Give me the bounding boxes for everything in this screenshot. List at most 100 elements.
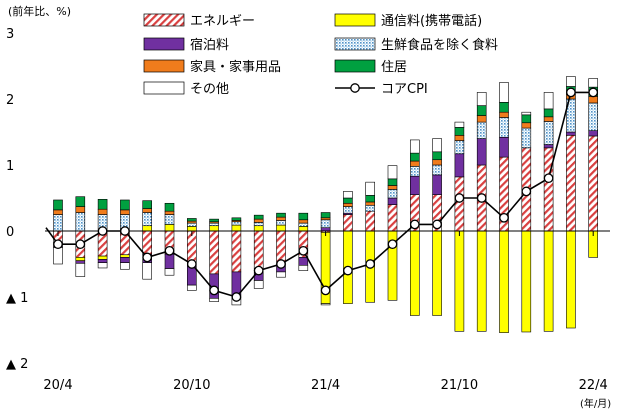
bar-segment-food: [187, 222, 197, 227]
bar-segment-other: [409, 139, 420, 154]
core-cpi-point: [120, 226, 130, 236]
bar-segment-other: [499, 82, 509, 103]
y-axis-label: (前年比、%): [8, 4, 71, 18]
core-cpi-point: [387, 239, 398, 250]
core-cpi-point: [75, 239, 86, 250]
core-cpi-line: [45, 87, 599, 302]
bar-segment-housing: [365, 195, 376, 203]
legend-label-furniture: 家具・家事用品: [190, 59, 281, 75]
bar-segment-furniture: [164, 210, 175, 215]
bar-segment-furniture: [75, 206, 86, 213]
bar-segment-housing: [231, 217, 242, 221]
core-cpi-point: [186, 259, 197, 269]
bar-segment-furniture: [120, 209, 130, 215]
core-cpi-polyline: [45, 91, 594, 298]
bar-segment-housing: [521, 114, 532, 124]
bar-segment-lodging: [543, 144, 554, 149]
bar-segment-furniture: [298, 219, 309, 224]
core-cpi-point: [298, 245, 309, 256]
bar-segment-furniture: [499, 111, 509, 118]
bar-segment-other: [75, 263, 86, 277]
bar-segment-food: [588, 102, 599, 131]
x-tick-label: 21/4: [311, 378, 340, 393]
bar-segment-energy: [343, 214, 353, 232]
bar-segment-lodging: [120, 257, 130, 263]
bar-segment-other: [343, 191, 353, 199]
bar-segment-housing: [142, 200, 152, 209]
bar-segment-housing: [320, 212, 331, 219]
bar-segment-furniture: [387, 185, 398, 190]
bar-segment-furniture: [343, 202, 353, 207]
bar-segment-telecom: [454, 230, 465, 332]
y-tick-label: 1: [6, 159, 14, 174]
bar-segment-telecom: [499, 230, 509, 333]
core-cpi-point: [588, 87, 599, 98]
y-tick-label: 2: [6, 93, 14, 108]
y-tick-label: 3: [6, 27, 14, 42]
core-cpi-point: [432, 219, 442, 230]
bar-segment-food: [209, 222, 219, 227]
core-cpi-point: [521, 186, 532, 197]
bar-segment-food: [53, 214, 63, 232]
bar-segment-telecom: [187, 226, 197, 232]
bar-segment-energy: [142, 230, 152, 255]
bar-segment-telecom: [142, 225, 152, 232]
bar-segment-telecom: [476, 230, 487, 332]
bar-segment-other: [209, 298, 219, 302]
bar-segment-other: [432, 138, 442, 153]
legend-swatch-core-point: [350, 83, 360, 93]
core-cpi-point: [365, 259, 376, 269]
bar-segment-other: [543, 92, 554, 110]
bar-segment-other: [365, 181, 376, 196]
bar-segment-other: [187, 284, 197, 291]
bar-segment-energy: [365, 210, 376, 232]
bar-segment-other: [476, 92, 487, 106]
core-cpi-point: [53, 239, 63, 250]
bar-segment-other: [588, 78, 599, 88]
bar-segment-furniture: [543, 116, 554, 122]
bar-segment-furniture: [142, 208, 152, 213]
x-tick-label: 20/4: [43, 378, 72, 393]
bar-segment-lodging: [231, 271, 242, 296]
bar-segment-food: [142, 212, 152, 227]
bar-segment-energy: [276, 230, 286, 265]
bar-segment-telecom: [253, 225, 264, 232]
x-tick-label: 21/10: [441, 378, 478, 393]
bar-segment-lodging: [499, 136, 509, 158]
bar-segment-food: [276, 220, 286, 226]
bar-segment-telecom: [566, 230, 576, 329]
bar-segment-housing: [499, 102, 509, 113]
y-tick-label: 0: [6, 225, 14, 240]
core-cpi-point: [499, 212, 509, 223]
bar-segment-furniture: [97, 208, 108, 215]
bar-segment-telecom: [298, 226, 309, 232]
core-cpi-point: [543, 173, 554, 184]
legend-swatch-furniture: [143, 59, 185, 73]
legend-swatch-energy: [143, 13, 185, 27]
bar-segment-telecom: [521, 230, 532, 333]
bar-segment-housing: [164, 202, 175, 212]
bar-segment-furniture: [454, 135, 465, 141]
bar-segment-other: [276, 271, 286, 278]
bar-segment-food: [499, 117, 509, 138]
bar-segment-other: [298, 265, 309, 271]
bar-segment-other: [164, 268, 175, 276]
legend-label-food: 生鮮食品を除く食料: [381, 37, 498, 53]
bar-segment-food: [365, 204, 376, 212]
bar-segment-lodging: [75, 260, 86, 264]
bar-segment-housing: [187, 218, 197, 222]
bar-segment-housing: [75, 196, 86, 207]
bar-segment-furniture: [521, 122, 532, 129]
bar-segment-food: [343, 206, 353, 214]
bar-segment-lodging: [432, 174, 442, 195]
bar-segment-other: [387, 165, 398, 180]
legend-swatch-other: [143, 81, 185, 95]
core-cpi-point: [454, 193, 465, 203]
legend-swatch-telecom: [334, 13, 376, 27]
bar-segment-housing: [209, 218, 219, 223]
bar-segment-other: [454, 121, 465, 128]
x-tick-label: 22/4: [579, 378, 608, 393]
bar-segment-other: [97, 262, 108, 269]
